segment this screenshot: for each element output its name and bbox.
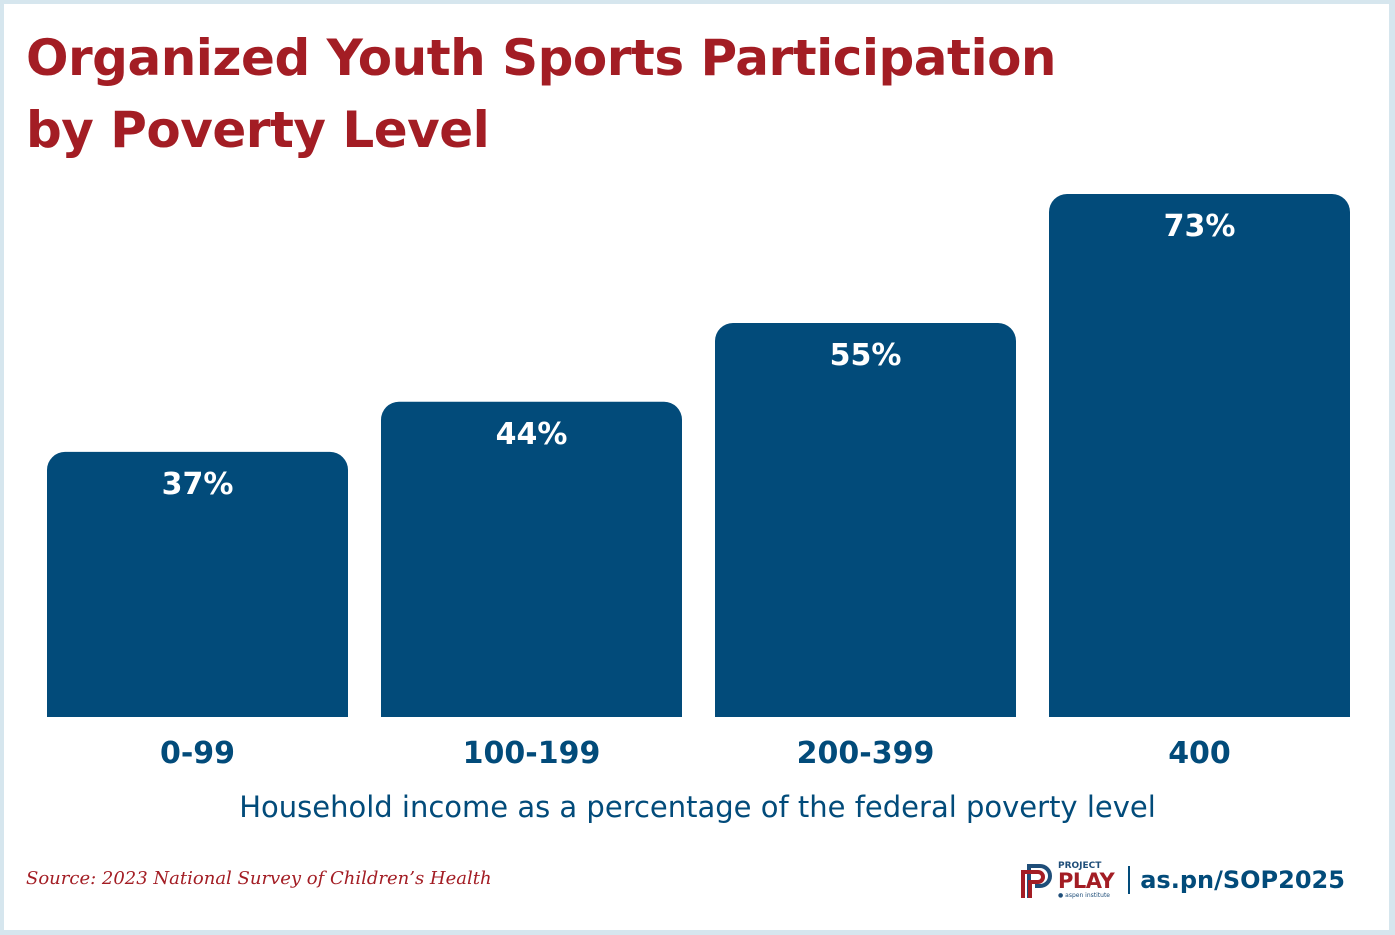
bar-value-label: 37% bbox=[162, 467, 234, 502]
bar-400 bbox=[1049, 194, 1350, 717]
chart-title-line-1: Organized Youth Sports Participation bbox=[26, 29, 1057, 87]
brand-footer: PROJECT PLAY ● aspen institute as.pn/SOP… bbox=[1020, 855, 1345, 905]
logo-play-text: PLAY bbox=[1058, 868, 1115, 893]
bar-0-99 bbox=[47, 451, 348, 717]
bar-value-label: 73% bbox=[1164, 209, 1236, 244]
logo-aspen-label: aspen institute bbox=[1065, 891, 1110, 899]
bar-value-label: 55% bbox=[830, 338, 902, 373]
x-tick-label: 100-199 bbox=[463, 736, 601, 771]
chart-title-line-2: by Poverty Level bbox=[26, 101, 490, 159]
x-tick-label: 200-399 bbox=[797, 736, 935, 771]
bar-100-199 bbox=[381, 401, 682, 717]
project-play-logo: PROJECT PLAY ● aspen institute bbox=[1058, 860, 1115, 899]
logo-aspen-text: ● aspen institute bbox=[1058, 891, 1110, 899]
bar-200-399 bbox=[715, 322, 1016, 717]
bar-value-label: 44% bbox=[496, 417, 568, 452]
x-tick-label: 400 bbox=[1168, 736, 1231, 771]
chart-title: Organized Youth Sports Participation by … bbox=[26, 22, 1057, 166]
brand-divider bbox=[1128, 866, 1131, 894]
logo-project-text: PROJECT bbox=[1058, 860, 1102, 871]
x-axis-label: Household income as a percentage of the … bbox=[239, 790, 1156, 824]
x-tick-label: 0-99 bbox=[160, 736, 235, 771]
source-note: Source: 2023 National Survey of Children… bbox=[26, 868, 492, 889]
project-play-p-logo-icon bbox=[1021, 864, 1052, 898]
report-link[interactable]: as.pn/SOP2025 bbox=[1140, 866, 1345, 894]
